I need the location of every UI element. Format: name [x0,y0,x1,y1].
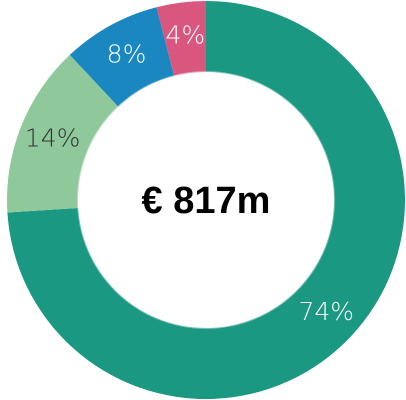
segment-label: 4% [165,20,205,49]
segment [7,54,119,213]
segment [69,7,175,107]
hole [96,90,316,310]
segment-label: 14% [25,123,81,152]
segment-label: 8% [107,39,147,68]
segment [156,1,206,77]
segment-label: 74% [298,297,354,326]
center-label: € 817m [142,180,271,222]
segments [7,1,405,399]
segment [7,1,405,399]
